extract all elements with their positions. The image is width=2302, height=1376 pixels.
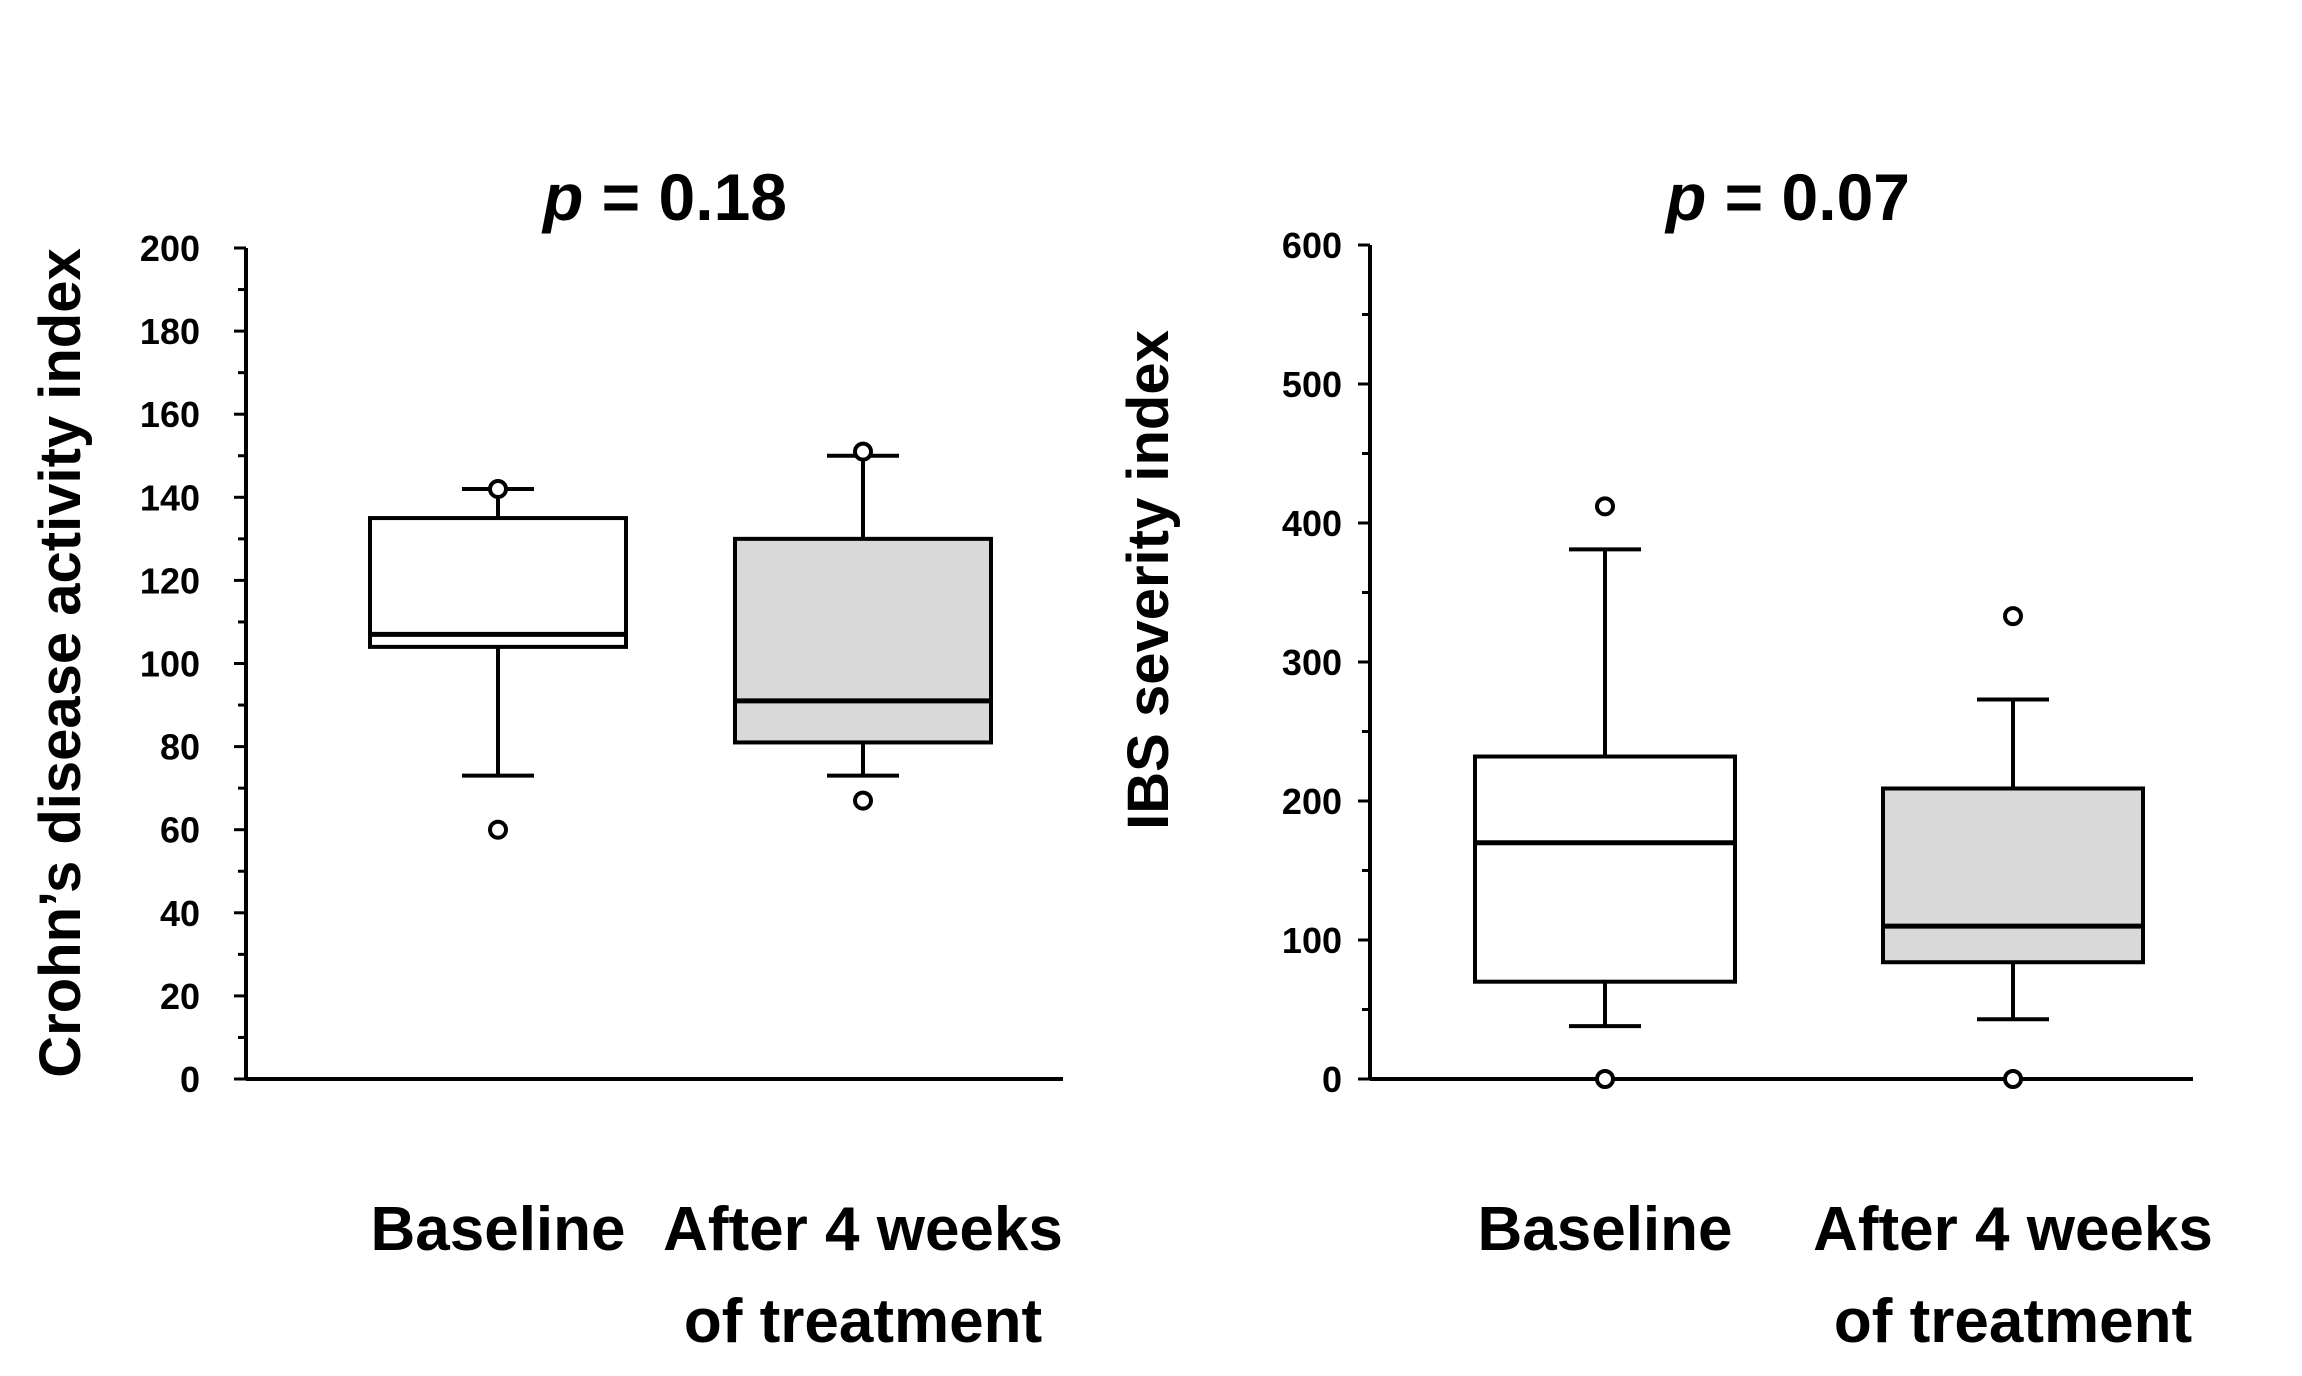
outlier-point	[2003, 606, 2023, 627]
y-tick-label: 300	[1282, 642, 1342, 683]
outlier-point	[488, 819, 508, 840]
y-tick-label: 160	[140, 394, 200, 435]
y-tick-label: 0	[180, 1059, 200, 1100]
p-value: = 0.07	[1706, 160, 1910, 234]
y-tick-label: 60	[160, 810, 200, 851]
x-category-label: After 4 weeks	[1813, 1195, 2213, 1264]
y-tick-label: 180	[140, 311, 200, 352]
y-axis-title: Crohn’s disease activity index	[28, 248, 93, 1078]
y-tick-label: 200	[140, 228, 200, 269]
panel-title: p = 0.18	[541, 160, 787, 234]
x-category-label: of treatment	[684, 1287, 1042, 1356]
box-1	[1473, 496, 1737, 1089]
panel-title: p = 0.07	[1664, 160, 1910, 234]
y-tick-label: 40	[160, 893, 200, 934]
y-tick-label: 100	[1282, 920, 1342, 961]
x-category-label: Baseline	[1477, 1195, 1732, 1264]
y-tick-label: 0	[1322, 1059, 1342, 1100]
p-symbol: p	[1664, 160, 1706, 234]
y-tick-label: 80	[160, 727, 200, 768]
outlier-point	[853, 790, 873, 811]
outlier-point	[488, 478, 508, 499]
y-tick-label: 200	[1282, 781, 1342, 822]
x-category-label: Baseline	[370, 1195, 625, 1264]
y-tick-label: 100	[140, 644, 200, 685]
y-tick-label: 400	[1282, 503, 1342, 544]
interquartile-box	[1881, 786, 2145, 965]
y-axis-title: IBS severity index	[1116, 330, 1181, 830]
outlier-point	[1595, 1069, 1615, 1089]
outlier-point	[853, 441, 873, 462]
y-tick-label: 20	[160, 976, 200, 1017]
outlier-point	[1595, 496, 1615, 517]
interquartile-box	[1473, 754, 1737, 984]
box-2	[733, 441, 993, 811]
box-1	[368, 478, 628, 840]
interquartile-box	[368, 516, 628, 649]
y-tick-label: 600	[1282, 225, 1342, 266]
panel-2: p = 0.07 IBS severity index 0 100 200 300 400 5…	[1116, 160, 2213, 1356]
y-tick-label: 120	[140, 560, 200, 601]
y-tick-label: 500	[1282, 364, 1342, 405]
panel-1: p = 0.18 Crohn’s disease activity index 0 2…	[28, 160, 1063, 1356]
p-symbol: p	[541, 160, 583, 234]
p-value: = 0.18	[583, 160, 787, 234]
x-category-label: of treatment	[1834, 1287, 2192, 1356]
interquartile-box	[733, 536, 993, 745]
outlier-point	[2003, 1069, 2023, 1089]
box-2	[1881, 606, 2145, 1089]
y-tick-label: 140	[140, 477, 200, 518]
x-category-label: After 4 weeks	[663, 1195, 1063, 1264]
